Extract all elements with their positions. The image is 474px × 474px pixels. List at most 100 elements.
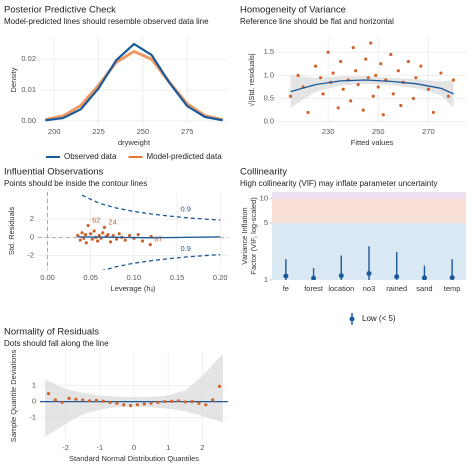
data-point [163, 400, 167, 404]
data-point [170, 399, 174, 403]
y-tick-label: 0 [32, 397, 36, 406]
y-tick-label: 0.02 [21, 54, 36, 63]
data-point [351, 45, 355, 50]
plot-area [272, 192, 466, 280]
data-point [78, 238, 82, 242]
panel-subtitle: Reference line should be flat and horizo… [240, 17, 394, 26]
y-tick-label: 1.5 [264, 47, 274, 56]
y-tick-label: 0.00 [21, 116, 36, 125]
data-point [142, 402, 146, 406]
y-tick-label: 1 [32, 381, 36, 390]
panel-title: Normality of Residuals [4, 327, 99, 338]
data-point [89, 232, 93, 236]
contour-line [101, 253, 221, 270]
data-point [156, 400, 160, 404]
x-tick-label: 250 [137, 127, 150, 136]
y-tick-label: 1 [264, 275, 268, 284]
data-point [136, 233, 140, 237]
data-point [135, 403, 140, 407]
data-point [349, 99, 353, 103]
y-axis-label: √|Std. residuals| [247, 53, 256, 107]
data-point [319, 76, 323, 80]
panel-title: Influential Observations [4, 167, 104, 178]
legend-label: Low (< 5) [362, 314, 396, 323]
data-point [46, 392, 51, 396]
data-point [106, 233, 110, 237]
vif-point [283, 273, 289, 279]
data-point [190, 400, 194, 404]
data-point [83, 233, 88, 237]
data-point [396, 69, 400, 73]
data-point [101, 399, 105, 403]
data-point [431, 110, 436, 115]
data-point [288, 94, 293, 98]
x-tick-label: 0.00 [40, 273, 55, 282]
legend-label: Observed data [64, 152, 117, 161]
x-tick-label: -1 [96, 443, 103, 452]
data-point [102, 225, 107, 229]
vif-point [449, 275, 455, 280]
y-axis-label: Density [9, 67, 18, 92]
data-point [108, 240, 113, 244]
y-tick-label: -2 [27, 250, 34, 259]
data-point [411, 96, 415, 101]
data-point [117, 232, 121, 236]
data-point [376, 85, 380, 89]
x-axis-label: Standard Normal Distribution Quantiles [69, 454, 199, 463]
data-point [341, 87, 345, 91]
y-tick-label: 0 [30, 232, 34, 241]
data-point [115, 401, 119, 405]
data-point [296, 73, 300, 77]
panel-subtitle: Dots should fall along the line [4, 339, 109, 348]
data-point [127, 233, 132, 238]
x-tick-label: rained [386, 284, 407, 293]
x-tick-label: fe [283, 284, 289, 293]
data-point [336, 106, 340, 110]
vif-point [366, 271, 372, 277]
legend-label: Model-predicted data [146, 152, 222, 161]
y-axis-label: Factor (VIF, log-scaled) [249, 197, 258, 275]
vif-point [338, 273, 344, 279]
data-point [183, 400, 187, 404]
data-point [108, 400, 112, 404]
data-point [326, 50, 330, 54]
data-point [361, 108, 365, 112]
data-point [176, 399, 181, 403]
confidence-band [45, 353, 223, 437]
data-point [446, 94, 451, 98]
x-tick-label: no3 [363, 284, 376, 293]
contour-line [81, 194, 221, 221]
data-point [74, 397, 78, 401]
panel-title: Collinearity [240, 167, 287, 178]
x-tick-label: temp [444, 284, 461, 293]
point-label: 87 [154, 235, 162, 244]
point-label: 62 [92, 216, 100, 225]
threshold-band [272, 192, 466, 199]
data-point [123, 238, 127, 242]
x-tick-label: 275 [181, 127, 194, 136]
density-line [44, 49, 224, 122]
y-tick-label: -1 [29, 413, 36, 422]
data-point [90, 237, 95, 241]
data-point [379, 62, 383, 66]
data-point [81, 398, 85, 402]
data-point [140, 239, 145, 243]
density-line [45, 42, 223, 122]
data-point [414, 76, 418, 80]
data-point [374, 73, 378, 77]
data-point [371, 94, 375, 98]
plot-area [40, 36, 228, 124]
data-point [86, 223, 90, 228]
reference-line [77, 236, 221, 239]
x-tick-label: 0.05 [83, 273, 98, 282]
data-point [148, 243, 152, 247]
data-point [111, 233, 115, 238]
y-tick-label: 0.5 [264, 94, 274, 103]
data-point [53, 398, 57, 402]
data-point [399, 103, 403, 108]
data-point [306, 110, 310, 115]
data-point [84, 241, 88, 245]
